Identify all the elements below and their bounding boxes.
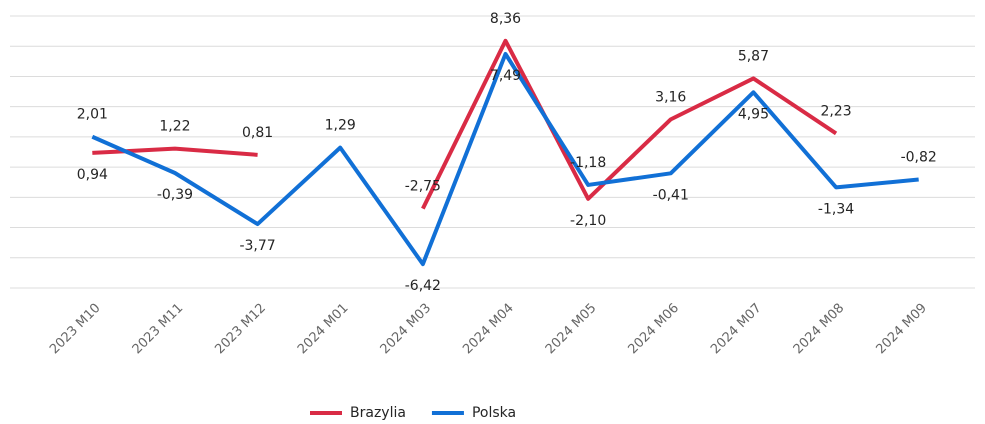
data-label: -3,77: [239, 238, 275, 254]
data-label: -2,75: [405, 179, 441, 195]
x-tick-label: 2024 M03: [378, 301, 435, 358]
data-label: -0,41: [653, 187, 689, 203]
x-tick-label: 2024 M06: [626, 301, 683, 358]
data-label: -1,34: [818, 201, 854, 217]
data-label: -0,39: [157, 187, 193, 203]
data-label: 2,01: [77, 107, 108, 123]
data-label: 5,87: [738, 48, 769, 64]
data-label: 0,81: [242, 125, 273, 141]
data-label: 2,23: [820, 103, 851, 119]
series-line: [421, 38, 838, 210]
x-tick-label: 2024 M01: [295, 301, 352, 358]
data-label: 7,49: [490, 68, 521, 84]
data-label: 8,36: [490, 11, 521, 27]
data-label: 1,22: [159, 119, 190, 135]
series-line: [92, 146, 258, 157]
data-label: 4,95: [738, 106, 769, 122]
data-label: 0,94: [77, 167, 108, 183]
x-tick-label: 2024 M04: [460, 301, 517, 358]
x-tick-label: 2023 M11: [130, 301, 187, 358]
x-tick-label: 2023 M12: [212, 301, 269, 358]
series-line: [91, 51, 919, 267]
data-label: -0,82: [901, 150, 937, 166]
x-tick-label: 2024 M09: [873, 301, 930, 358]
data-label: 1,29: [325, 118, 356, 134]
x-tick-label: 2024 M07: [708, 301, 765, 358]
data-label: 3,16: [655, 89, 686, 105]
data-label: -6,42: [405, 278, 441, 294]
legend-label: Brazylia: [350, 405, 406, 421]
x-tick-label: 2024 M08: [791, 301, 848, 358]
data-label: -2,10: [570, 213, 606, 229]
x-tick-label: 2024 M05: [543, 301, 600, 358]
x-tick-label: 2023 M10: [47, 301, 104, 358]
data-label: -1,18: [570, 155, 606, 171]
legend-label: Polska: [472, 405, 516, 421]
